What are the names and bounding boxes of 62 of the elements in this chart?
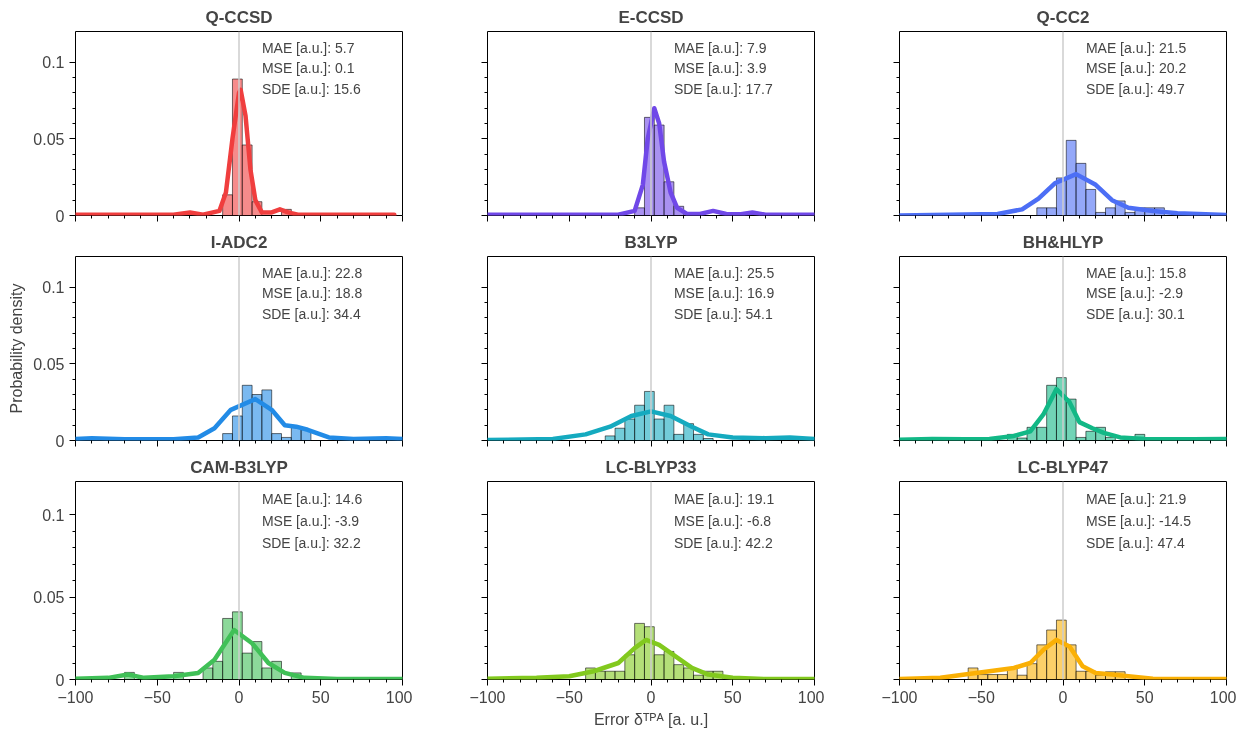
chart-title: B3LYP bbox=[624, 232, 678, 252]
y-tick-label: 0.1 bbox=[42, 54, 65, 72]
y-tick-label: 0.1 bbox=[42, 279, 65, 297]
chart-title: E-CCSD bbox=[618, 7, 684, 27]
annotation: MSE [a.u.]: 16.9 bbox=[673, 285, 775, 302]
x-tick-label: 0 bbox=[1058, 688, 1068, 706]
annotation: MAE [a.u.]: 5.7 bbox=[261, 40, 355, 57]
x-tick-label: −50 bbox=[555, 688, 583, 706]
y-tick-label: 0.05 bbox=[33, 130, 65, 148]
annotation: MSE [a.u.]: 18.8 bbox=[261, 285, 363, 302]
annotation: SDE [a.u.]: 42.2 bbox=[673, 534, 773, 551]
chart-title: LC-BLYP47 bbox=[1017, 457, 1109, 477]
annotation: MAE [a.u.]: 7.9 bbox=[673, 40, 767, 57]
x-tick-label: 50 bbox=[723, 688, 742, 706]
annotation: MSE [a.u.]: 3.9 bbox=[673, 60, 767, 77]
annotation: SDE [a.u.]: 54.1 bbox=[673, 305, 773, 322]
y-axis-title: Probability density bbox=[8, 283, 26, 414]
chart-title: CAM-B3LYP bbox=[190, 457, 288, 477]
annotation: MSE [a.u.]: 0.1 bbox=[261, 60, 355, 77]
annotation: MSE [a.u.]: -14.5 bbox=[1085, 513, 1192, 530]
annotation: SDE [a.u.]: 47.4 bbox=[1085, 534, 1185, 551]
annotation: SDE [a.u.]: 17.7 bbox=[673, 80, 773, 97]
annotation: MAE [a.u.]: 21.5 bbox=[1085, 40, 1187, 57]
chart-title: Q-CCSD bbox=[205, 7, 273, 27]
annotation: MSE [a.u.]: 20.2 bbox=[1085, 60, 1187, 77]
annotation: MSE [a.u.]: -2.9 bbox=[1085, 285, 1184, 302]
chart-title: I-ADC2 bbox=[210, 232, 268, 252]
x-tick-label: 100 bbox=[385, 688, 413, 706]
annotation: MAE [a.u.]: 25.5 bbox=[673, 265, 775, 282]
annotation: MSE [a.u.]: -3.9 bbox=[261, 513, 360, 530]
annotation: SDE [a.u.]: 30.1 bbox=[1085, 305, 1185, 322]
annotation: MAE [a.u.]: 14.6 bbox=[261, 491, 363, 508]
x-tick-label: −50 bbox=[143, 688, 171, 706]
x-tick-label: 50 bbox=[311, 688, 330, 706]
x-tick-label: 100 bbox=[797, 688, 825, 706]
chart-title: Q-CC2 bbox=[1036, 7, 1090, 27]
x-tick-label: 50 bbox=[1135, 688, 1154, 706]
y-tick-label: 0 bbox=[55, 671, 65, 689]
x-tick-label: 0 bbox=[646, 688, 656, 706]
y-tick-label: 0 bbox=[55, 207, 65, 225]
chart-title: BH&HLYP bbox=[1022, 232, 1104, 252]
annotation: SDE [a.u.]: 34.4 bbox=[261, 305, 361, 322]
y-tick-label: 0.05 bbox=[33, 589, 65, 606]
y-tick-label: 0 bbox=[55, 432, 65, 450]
annotation: SDE [a.u.]: 15.6 bbox=[261, 80, 361, 97]
x-tick-label: −100 bbox=[469, 688, 506, 706]
annotation: MAE [a.u.]: 15.8 bbox=[1085, 265, 1187, 282]
x-axis-title: Error δᵀᴾᴬ [a. u.] bbox=[593, 710, 709, 728]
y-tick-label: 0.05 bbox=[33, 355, 65, 373]
annotation: MSE [a.u.]: -6.8 bbox=[673, 513, 772, 530]
chart-title: LC-BLYP33 bbox=[605, 457, 697, 477]
x-tick-label: −100 bbox=[881, 688, 918, 706]
x-tick-label: −50 bbox=[967, 688, 995, 706]
annotation: SDE [a.u.]: 49.7 bbox=[1085, 80, 1185, 97]
annotation: SDE [a.u.]: 32.2 bbox=[261, 534, 361, 551]
y-tick-label: 0.1 bbox=[42, 506, 65, 524]
annotation: MAE [a.u.]: 19.1 bbox=[673, 491, 775, 508]
x-tick-label: 0 bbox=[234, 688, 244, 706]
x-tick-label: 100 bbox=[1209, 688, 1237, 706]
annotation: MAE [a.u.]: 22.8 bbox=[261, 265, 363, 282]
x-tick-label: −100 bbox=[57, 688, 94, 706]
annotation: MAE [a.u.]: 21.9 bbox=[1085, 491, 1187, 508]
